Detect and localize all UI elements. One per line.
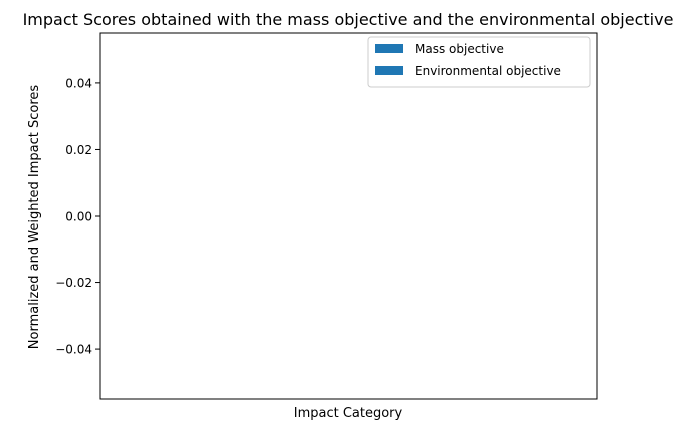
legend: Mass objective Environmental objective [367, 36, 591, 88]
y-tick-label: −0.04 [55, 343, 92, 357]
legend-swatch [375, 66, 403, 75]
y-tick-label: 0.04 [65, 76, 92, 90]
legend-swatch [375, 44, 403, 53]
y-tick-label: 0.02 [65, 143, 92, 157]
legend-label: Mass objective [415, 42, 504, 56]
chart-title: Impact Scores obtained with the mass obj… [23, 10, 674, 29]
y-axis: −0.04 −0.02 0.00 0.02 0.04 [55, 76, 100, 357]
x-axis-label: Impact Category [294, 406, 403, 421]
legend-box [367, 36, 591, 88]
y-tick-label: −0.02 [55, 276, 92, 290]
plot-area [99, 32, 598, 400]
y-axis-label: Normalized and Weighted Impact Scores [27, 85, 42, 350]
y-tick-label: 0.00 [65, 210, 92, 224]
legend-label: Environmental objective [415, 64, 561, 78]
